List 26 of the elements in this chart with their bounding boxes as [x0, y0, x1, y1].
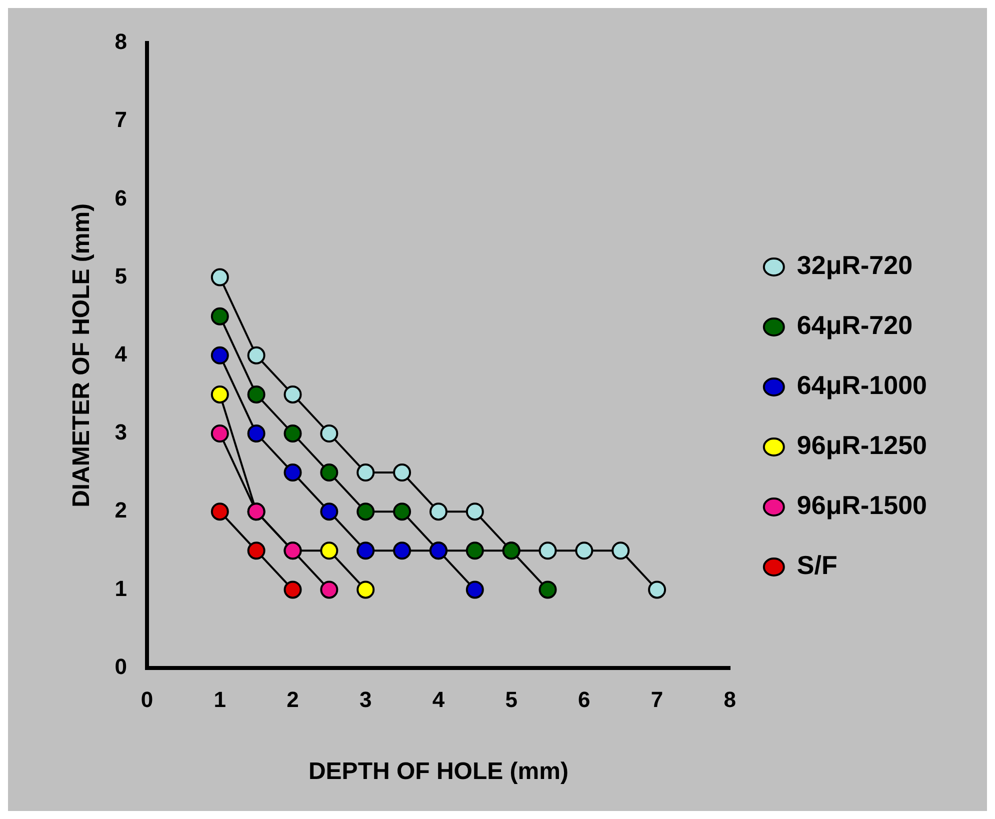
y-tick-label: 8 [114, 29, 128, 54]
x-tick-label: 8 [724, 687, 736, 712]
y-tick-label: 0 [114, 654, 128, 679]
y-tick-label: 3 [114, 420, 128, 445]
y-tick-label: 6 [114, 185, 128, 210]
x-tick-label: 6 [578, 687, 590, 712]
x-tick-label: 5 [505, 687, 518, 712]
legend-label: 64μR-720 [796, 310, 913, 340]
y-tick-label: 7 [114, 107, 128, 132]
x-tick-label: 2 [286, 687, 299, 712]
x-axis-title: DEPTH OF HOLE (mm) [308, 758, 568, 786]
legend-label: S/F [796, 550, 838, 580]
y-tick-label: 4 [114, 341, 128, 366]
x-tick-label: 0 [140, 687, 154, 712]
legend-label: 64μR-1000 [796, 370, 928, 400]
x-tick-label: 7 [650, 687, 664, 712]
legend-label: 32μR-720 [796, 250, 913, 280]
legend-label: 96μR-1500 [796, 490, 928, 520]
x-tick-label: 1 [214, 687, 226, 712]
y-axis-title: DIAMETER OF HOLE (mm) [68, 203, 96, 508]
x-tick-label: 4 [432, 687, 446, 712]
y-tick-label: 2 [114, 498, 128, 523]
x-tick-label: 3 [359, 687, 372, 712]
y-tick-label: 1 [114, 576, 128, 601]
legend-label: 96μR-1250 [796, 430, 928, 460]
y-tick-label: 5 [114, 263, 128, 288]
